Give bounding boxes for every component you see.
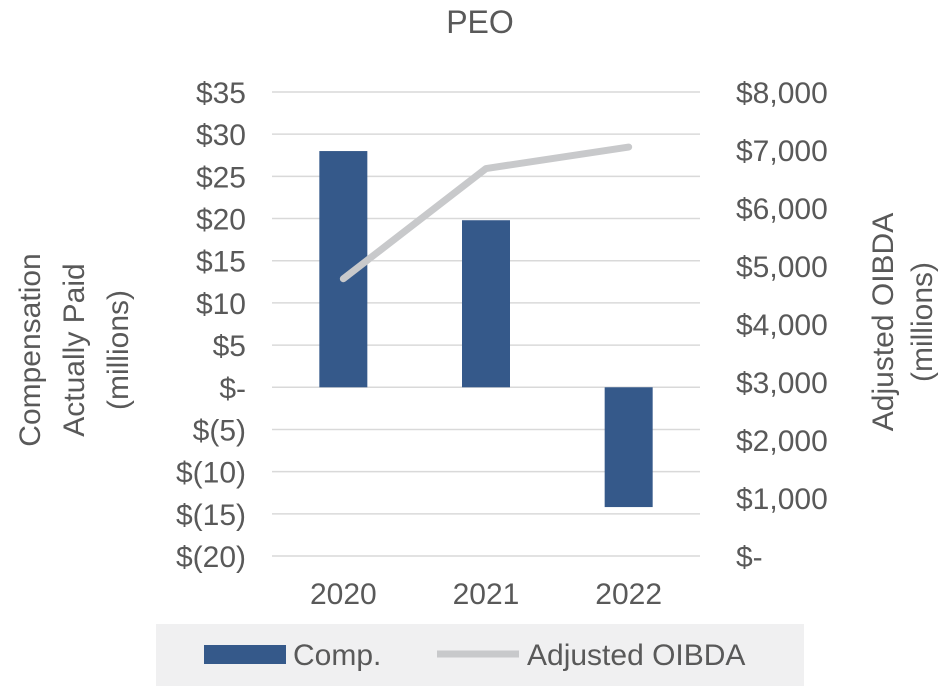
right-tick-label: $5,000 xyxy=(736,251,828,284)
left-axis-ticks: $35 $30 $25 $20 $15 $10 $5 $- $(5) $(10) $(15) $(20… xyxy=(176,77,246,574)
right-axis-title-line-1: Adjusted OIBDA xyxy=(867,213,900,431)
chart-title: PEO xyxy=(446,4,514,40)
left-axis-title: Compensation Actually Paid (millions) xyxy=(14,253,135,446)
right-tick-label: $2,000 xyxy=(736,425,828,458)
right-tick-label: $- xyxy=(736,541,763,574)
right-axis-title-line-2: (millions) xyxy=(906,262,939,382)
left-axis-title-line-1: Compensation xyxy=(14,253,47,446)
left-axis-title-line-2: Actually Paid xyxy=(58,263,91,436)
left-tick-label: $(15) xyxy=(176,499,246,532)
right-tick-label: $4,000 xyxy=(736,309,828,342)
left-tick-label: $(5) xyxy=(193,414,246,447)
left-tick-label: $20 xyxy=(196,204,246,237)
right-tick-label: $3,000 xyxy=(736,367,828,400)
comp-bar xyxy=(462,220,510,388)
left-tick-label: $35 xyxy=(196,77,246,110)
left-tick-label: $- xyxy=(219,372,246,405)
right-tick-label: $6,000 xyxy=(736,193,828,226)
left-tick-label: $(10) xyxy=(176,457,246,490)
comp-bars xyxy=(319,151,653,508)
legend-oibda-label: Adjusted OIBDA xyxy=(527,639,745,672)
left-axis-title-line-3: (millions) xyxy=(102,290,135,410)
x-axis-ticks: 2020 2021 2022 xyxy=(310,578,662,611)
left-tick-label: $10 xyxy=(196,288,246,321)
right-tick-label: $7,000 xyxy=(736,135,828,168)
right-tick-label: $1,000 xyxy=(736,483,828,516)
right-axis-title: Adjusted OIBDA (millions) xyxy=(867,213,939,431)
x-tick-label: 2021 xyxy=(453,578,520,611)
legend-comp-label: Comp. xyxy=(293,639,381,672)
left-tick-label: $(20) xyxy=(176,541,246,574)
right-tick-label: $8,000 xyxy=(736,77,828,110)
legend-comp-swatch xyxy=(204,645,286,664)
comp-bar xyxy=(604,387,653,508)
left-tick-label: $15 xyxy=(196,246,246,279)
oibda-line xyxy=(339,143,633,283)
left-tick-label: $30 xyxy=(196,119,246,152)
x-tick-label: 2020 xyxy=(310,578,377,611)
right-axis-ticks: $8,000 $7,000 $6,000 $5,000 $4,000 $3,000 $2,0… xyxy=(736,77,828,574)
left-tick-label: $5 xyxy=(213,330,246,363)
left-tick-label: $25 xyxy=(196,161,246,194)
legend: Comp. Adjusted OIBDA xyxy=(156,624,804,686)
x-tick-label: 2022 xyxy=(595,578,662,611)
oibda-line-layer xyxy=(339,143,633,283)
